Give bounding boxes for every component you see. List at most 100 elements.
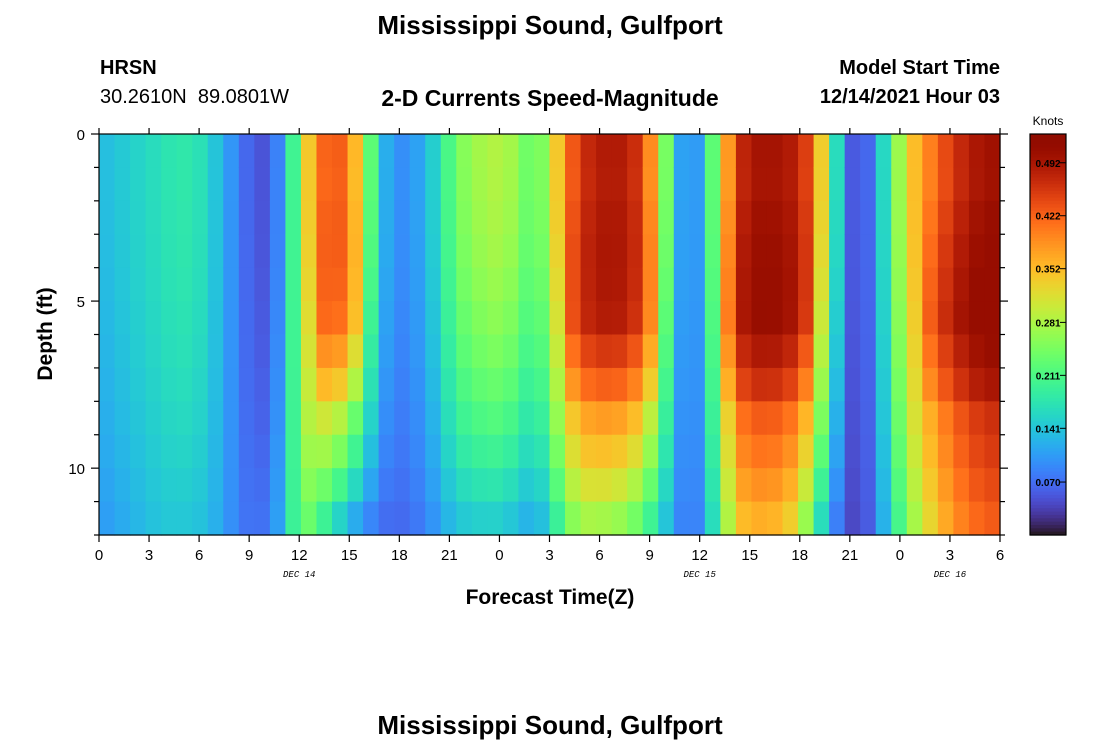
colorbar-segment [1030,347,1066,352]
heatmap-cell [627,468,644,503]
heatmap-cell [347,167,364,202]
heatmap-cell [254,434,271,469]
colorbar-segment [1030,220,1066,225]
heatmap-cell [425,200,442,235]
heatmap-cell [114,134,131,169]
colorbar-segment [1030,207,1066,212]
heatmap-cell [642,468,659,503]
heatmap-cell [782,367,799,402]
heatmap-cell [891,234,908,269]
heatmap-cell [953,134,970,169]
heatmap-cell [596,434,613,469]
heatmap-cell [130,234,147,269]
heatmap-cell [751,267,768,302]
heatmap-cell [735,367,753,402]
heatmap-cell [130,267,147,302]
heatmap-cell [518,434,535,469]
heatmap-cell [720,334,737,369]
colorbar-segment [1030,474,1066,479]
heatmap-cell [223,434,240,469]
heatmap-cell [223,301,240,336]
heatmap-cell [642,167,659,202]
colorbar-segment [1030,167,1066,172]
heatmap-cell [689,134,706,169]
heatmap-cell [782,468,799,503]
heatmap-cell [285,301,302,336]
heatmap-cell [347,267,364,302]
heatmap-cell [798,434,815,469]
heatmap-cell [425,468,442,503]
heatmap-cell [580,501,597,536]
colorbar-segment [1030,210,1066,215]
heatmap-cell [953,367,970,402]
x-axis-label: Forecast Time(Z) [465,586,635,609]
y-tick-label: 5 [77,294,85,311]
heatmap-cell [704,134,721,169]
heatmap-cell [300,134,318,169]
colorbar-segment [1030,164,1066,169]
heatmap-cell [363,468,380,503]
heatmap-cell [953,434,970,469]
heatmap-cell [658,367,675,402]
heatmap-cell [285,401,302,436]
heatmap-cell [223,401,240,436]
heatmap-cell [813,367,830,402]
heatmap-cell [300,267,318,302]
heatmap-cell [425,434,442,469]
heatmap-cell [720,468,737,503]
heatmap-cell [487,267,504,302]
heatmap-cell [891,401,908,436]
colorbar-segment [1030,307,1066,312]
heatmap-cell [409,501,426,536]
heatmap-cell [766,267,784,302]
heatmap-cell [735,200,753,235]
heatmap-cell [984,267,1001,302]
heatmap-cell [720,301,737,336]
heatmap-cell [549,234,566,269]
heatmap-cell [300,468,318,503]
heatmap-cell [766,367,784,402]
heatmap-cell [906,267,923,302]
heatmap-cell [99,234,116,269]
colorbar-segment [1030,431,1066,436]
heatmap-cell [658,200,675,235]
heatmap-cell [627,134,644,169]
heatmap-cell [580,301,597,336]
colorbar-segment [1030,414,1066,419]
heatmap-cell [891,367,908,402]
heatmap-cell [922,501,939,536]
heatmap-cell [363,167,380,202]
heatmap-cell [720,134,737,169]
colorbar-segment [1030,411,1066,416]
heatmap-cells [99,134,1001,536]
heatmap-cell [176,234,193,269]
heatmap-cell [642,200,659,235]
heatmap-cell [720,167,737,202]
heatmap-cell [502,301,520,336]
heatmap-cell [285,234,302,269]
date-label: DEC 14 [283,570,316,580]
station-code: HRSN [100,57,157,79]
x-tick-label: 6 [195,547,203,564]
heatmap-cell [238,301,255,336]
heatmap-cell [891,267,908,302]
heatmap-cell [192,367,209,402]
heatmap-cell [145,134,162,169]
colorbar-segment [1030,341,1066,346]
heatmap-cell [502,401,520,436]
heatmap-cell [549,334,566,369]
colorbar-segment [1030,274,1066,279]
heatmap-cell [487,200,504,235]
heatmap-cell [440,200,457,235]
colorbar-segment [1030,514,1066,519]
heatmap-cell [611,167,628,202]
heatmap-cell [238,334,255,369]
heatmap-cell [844,367,861,402]
heatmap-cell [658,434,675,469]
heatmap-cell [456,468,473,503]
heatmap-cell [456,434,473,469]
heatmap-cell [192,200,209,235]
colorbar-segment [1030,464,1066,469]
colorbar-segment [1030,240,1066,245]
heatmap-cell [860,267,877,302]
